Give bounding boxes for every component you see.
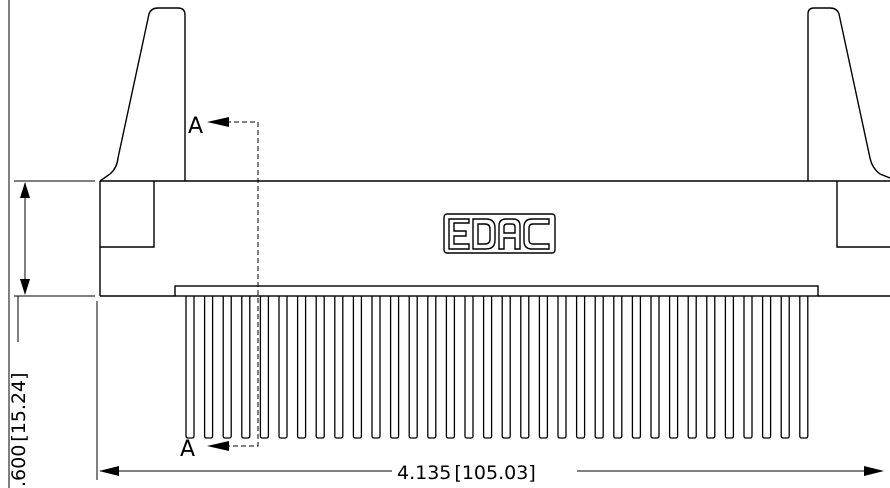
pin: [259, 296, 270, 439]
pin: [334, 296, 344, 439]
svg-text:4.135[105.03]: 4.135 [105.03]: [397, 462, 536, 484]
pin: [594, 296, 604, 439]
pin: [799, 296, 809, 439]
pin: [222, 296, 232, 439]
svg-text:.600[15.24]: .600[15.24]: [8, 372, 30, 487]
pin: [706, 296, 716, 439]
edac-logo: [443, 213, 556, 254]
pin: [464, 296, 474, 439]
pin: [724, 296, 735, 439]
pin: [296, 296, 307, 439]
section-cut-marker: A A: [180, 114, 259, 462]
pin: [520, 296, 530, 439]
pin: [575, 296, 586, 439]
pin: [278, 296, 288, 439]
height-mm-value: 15.24: [8, 380, 30, 434]
pin: [389, 296, 400, 439]
pin: [613, 296, 623, 439]
pin-row: [185, 296, 809, 439]
left-latch: [99, 7, 186, 182]
connector-body: [99, 180, 890, 297]
pin: [445, 296, 456, 439]
pin: [482, 296, 493, 439]
pin: [538, 296, 549, 439]
height-dimension: .600[15.24]: [8, 180, 95, 487]
pin: [203, 296, 214, 439]
pin: [371, 296, 381, 439]
section-label-top: A: [188, 114, 203, 139]
width-dimension: 4.135 [105.03]: [96, 301, 884, 484]
pin: [408, 296, 418, 439]
pin: [241, 296, 251, 439]
pin: [352, 296, 363, 439]
pin: [631, 296, 642, 439]
pin: [650, 296, 660, 439]
pin: [315, 296, 325, 439]
pin: [761, 296, 772, 439]
height-inch-value: .600: [8, 445, 30, 487]
pin: [185, 296, 195, 439]
pin-header: [174, 285, 819, 439]
pin: [557, 296, 567, 439]
pin: [743, 296, 753, 439]
pin: [780, 296, 790, 439]
pin: [427, 296, 437, 439]
section-label-bottom: A: [180, 437, 195, 462]
width-inch-value: 4.135: [397, 462, 451, 484]
pin: [687, 296, 697, 439]
pin: [668, 296, 679, 439]
right-latch: [807, 7, 890, 181]
pin: [501, 296, 511, 439]
width-mm-value: 105.03: [462, 462, 528, 484]
